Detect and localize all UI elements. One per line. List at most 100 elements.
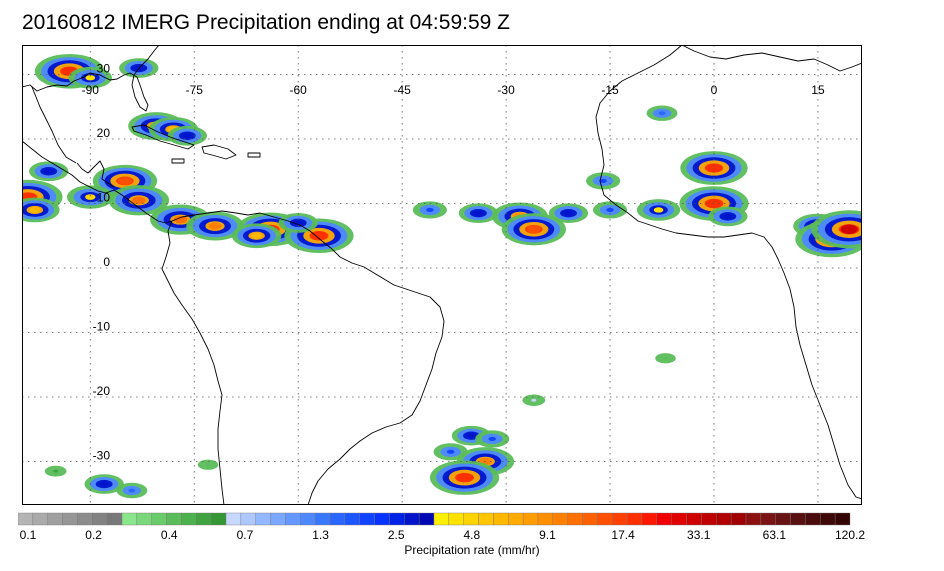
precip-core [456,473,473,482]
precip-core [474,210,483,216]
colorbar-tick-label: 4.8 [463,528,480,542]
precip-cell [586,172,621,190]
colorbar-swatch [77,512,93,526]
precip-cell [116,482,148,499]
precip-cell [708,206,748,227]
precip-core [467,433,476,439]
lon-tick-label: -90 [82,83,100,97]
precip-core [531,398,537,402]
map-title: 20160812 IMERG Precipitation ending at 0… [22,11,510,34]
colorbar-swatch [166,512,182,526]
colorbar-tick-label: 2.5 [388,528,405,542]
colorbar-swatch [641,512,658,526]
south-america-coast [171,210,445,505]
colorbar-swatch [597,512,613,526]
lon-tick-label: 0 [711,83,718,97]
precip-core [53,469,59,473]
colorbar-swatch [92,512,108,526]
colorbar-swatch [656,512,672,526]
precip-cell [458,203,499,224]
colorbar-swatch [62,512,78,526]
north-america-coast [22,45,160,112]
precip-core [205,463,211,467]
precip-cell [412,201,447,219]
grid-tick-labels: -90 -75 -60 -45 -30 -15 0 15 30 20 10 0 -10 -20 -30 [82,62,825,463]
colorbar-swatch [508,512,524,526]
precip-cell [66,185,114,209]
lat-tick-label: 30 [97,62,111,76]
precip-core [251,232,263,239]
colorbar-swatch [745,512,762,526]
colorbar-swatch [359,512,375,526]
puerto-rico-coast [247,152,261,158]
colorbar-tick-label: 0.1 [20,528,37,542]
precip-core [117,176,133,185]
lat-tick-label: -30 [93,449,111,463]
precip-cell [636,199,681,221]
colorbar-tick-label: 17.4 [611,528,635,542]
precip-core [840,224,858,234]
colorbar-swatch [196,512,212,526]
colorbar-swatch [522,512,539,526]
precipitation-field [22,53,862,499]
precip-core [599,178,607,184]
lon-tick-label: -45 [393,83,411,97]
cuba-coast [131,124,195,150]
precip-core [663,356,668,360]
precip-cell [22,197,60,223]
precip-core [29,206,41,213]
colorbar-tick-label: 33.1 [687,528,711,542]
colorbar-tick-label: 63.1 [763,528,787,542]
precip-cell [475,430,510,448]
precip-core [128,488,136,493]
precipitation-map: -90 -75 -60 -45 -30 -15 0 15 30 20 10 0 -10 -20 -30 [22,45,862,505]
precip-core [426,207,434,213]
lat-tick-label: 10 [97,191,111,205]
colorbar-swatch [18,512,34,526]
precip-core [182,133,192,139]
precip-cell [197,459,219,470]
colorbar-swatch [805,512,821,526]
colorbar-swatch [567,512,583,526]
lon-tick-label: -30 [497,83,515,97]
precip-cell [278,213,318,233]
colorbar-swatch [493,512,509,526]
map-border [22,45,862,505]
precip-core [526,225,541,234]
colorbar-swatch [701,512,717,526]
precip-core [706,163,722,173]
precip-core [85,75,96,81]
lat-tick-label: -10 [93,320,111,334]
gulf-west-coast [31,86,77,164]
precip-core [658,111,666,116]
colorbar-swatches [18,512,851,526]
precip-core [311,231,327,240]
colorbar-swatch [612,512,628,526]
precip-cell [592,201,628,219]
yucatan-coast [76,160,115,188]
colorbar-swatch [374,512,390,526]
colorbar-swatch [151,512,167,526]
colorbar-swatch [820,512,836,526]
precip-cell [655,353,676,364]
colorbar-swatch [225,512,242,526]
colorbar-label: Precipitation rate (mm/hr) [404,543,540,557]
precip-core [99,481,109,487]
precip-core [446,449,455,454]
colorbar-tick-label: 0.4 [161,528,178,542]
colorbar-swatch [404,512,420,526]
precip-cell [433,443,468,461]
precip-cell [29,161,69,182]
colorbar-tick-label: 1.3 [312,528,329,542]
precip-cell [429,460,500,495]
lon-tick-label: -60 [290,83,308,97]
mexico-coast [22,140,173,224]
colorbar-swatch [478,512,494,526]
colorbar: 0.1 0.2 0.4 0.7 1.3 2.5 4.8 9.1 17.4 33.1 63.1 120.… [18,512,865,542]
precip-core [132,196,146,204]
precip-core [723,213,733,219]
colorbar-tick-label: 0.2 [85,528,102,542]
precip-cell [646,105,678,121]
jamaica-coast [171,158,185,164]
colorbar-swatch [240,512,256,526]
